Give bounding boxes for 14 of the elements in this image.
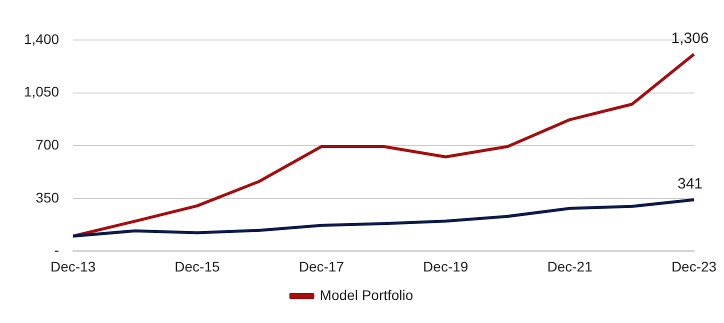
legend-label: Model Portfolio bbox=[320, 286, 414, 303]
y-tick-label: 1,400 bbox=[24, 30, 60, 47]
x-tick-label: Dec-19 bbox=[423, 258, 468, 274]
x-tick-label: Dec-17 bbox=[298, 258, 344, 274]
x-tick-label: Dec-13 bbox=[50, 258, 96, 274]
x-tick-label: Dec-21 bbox=[547, 258, 593, 274]
y-tick-label: 1,050 bbox=[24, 84, 60, 100]
data-label: 341 bbox=[677, 175, 703, 192]
x-tick-label: Dec-23 bbox=[671, 258, 717, 274]
data-label: 1,306 bbox=[671, 30, 709, 47]
y-tick-label: 700 bbox=[36, 136, 60, 152]
x-tick-label: Dec-15 bbox=[174, 258, 220, 274]
y-tick-label: 350 bbox=[36, 189, 60, 206]
y-tick-label: - bbox=[54, 242, 60, 258]
